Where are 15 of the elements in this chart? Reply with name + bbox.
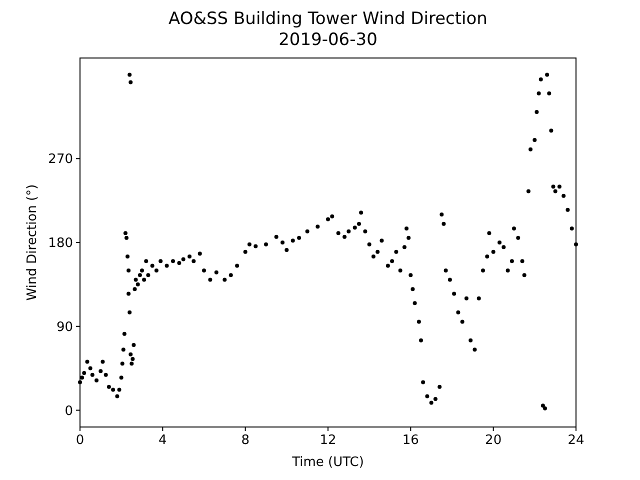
y-tick-label: 90: [56, 320, 73, 335]
x-tick-label: 0: [76, 433, 84, 448]
x-tick-label: 20: [485, 433, 502, 448]
chart-title: AO&SS Building Tower Wind Direction: [168, 9, 488, 29]
x-tick-label: 4: [158, 433, 167, 448]
x-tick-label: 12: [320, 433, 336, 448]
x-tick-label: 8: [241, 433, 250, 448]
x-tick-label: 16: [402, 433, 419, 448]
y-tick-label: 270: [48, 152, 73, 168]
x-tick-label: 24: [568, 433, 584, 448]
y-axis-title: Wind Direction (°): [25, 184, 40, 301]
chart-subtitle: 2019-06-30: [278, 30, 378, 50]
x-axis-title: Time (UTC): [291, 455, 364, 470]
y-tick-label: 0: [64, 404, 73, 419]
y-tick-label: 180: [48, 236, 73, 252]
